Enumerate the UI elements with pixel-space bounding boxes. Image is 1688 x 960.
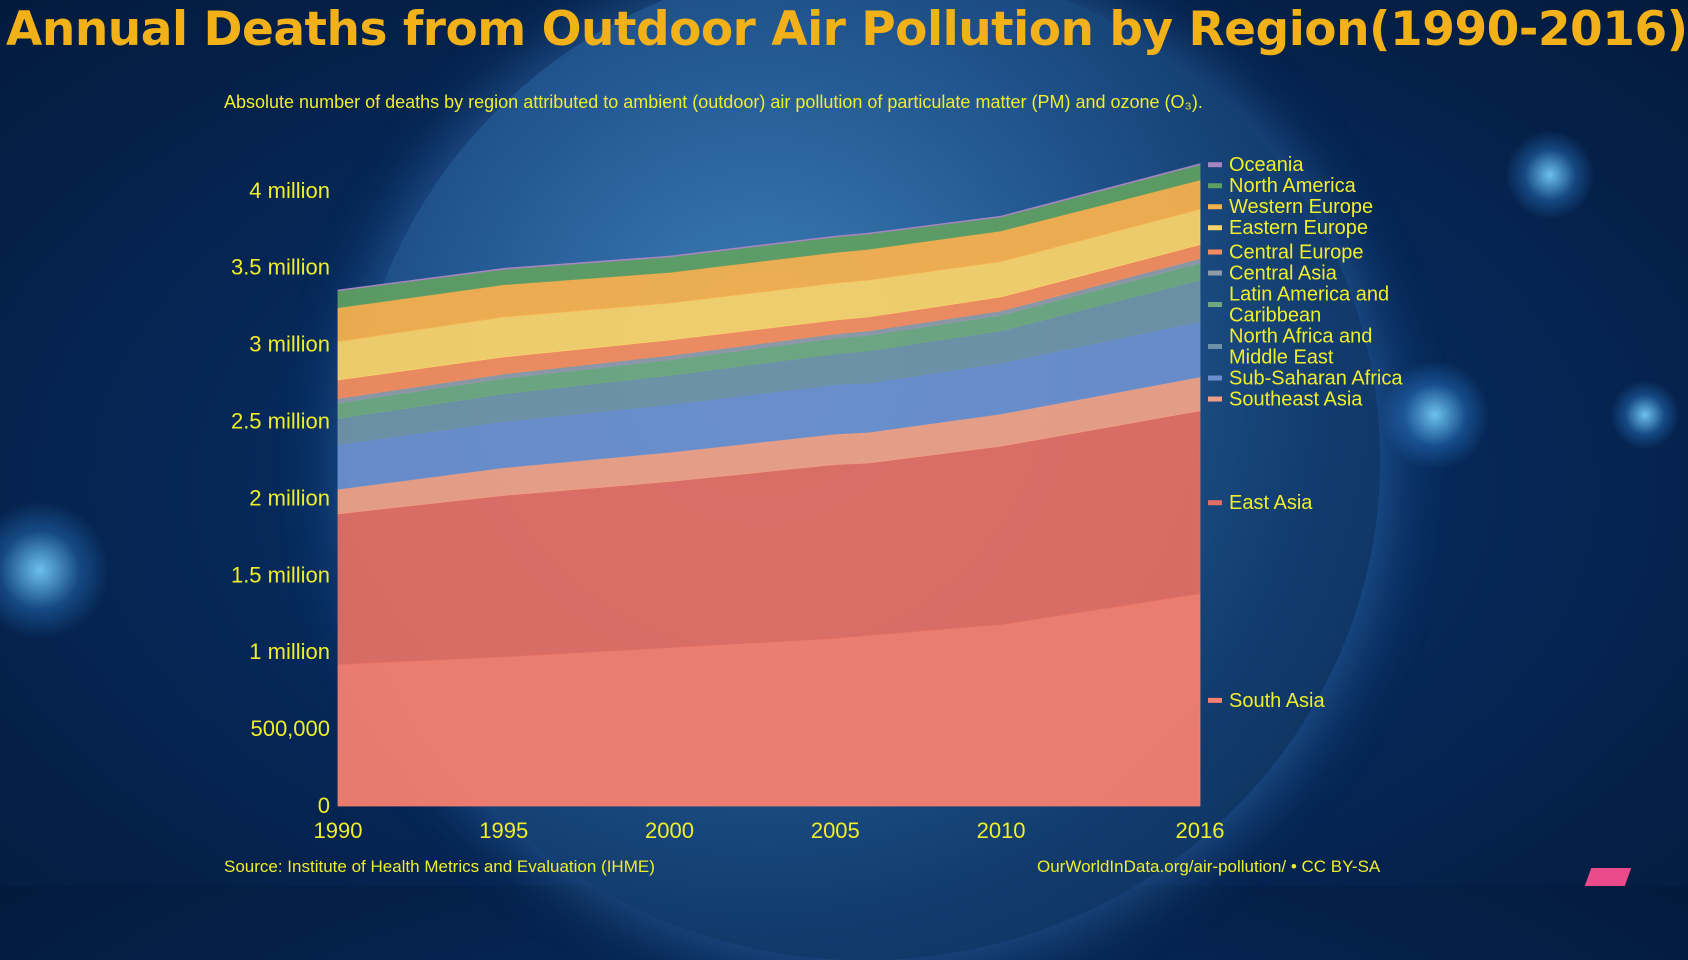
legend-label: Sub-Saharan Africa (1229, 368, 1403, 390)
glow-decoration (1505, 130, 1595, 220)
y-tick-label: 4 million (249, 178, 330, 203)
legend-label: Central Europe (1229, 242, 1364, 264)
legend-label: North Africa and (1229, 326, 1372, 348)
area-oceania (337, 163, 1201, 292)
legend-swatch (1208, 500, 1222, 506)
legend-label: East Asia (1229, 492, 1313, 514)
area-layers (337, 163, 1201, 807)
legend-swatch (1208, 344, 1222, 350)
y-axis: 0 500,000 1 million 1.5 million 2 million 2.5… (231, 178, 330, 818)
legend-label: Latin America and (1229, 284, 1389, 306)
legend-label: Southeast Asia (1229, 389, 1363, 411)
y-tick-label: 2.5 million (231, 408, 330, 433)
credit-note: OurWorldInData.org/air-pollution/ • CC B… (1037, 857, 1381, 876)
chart-title: Annual Deaths from Outdoor Air Pollution… (6, 2, 1688, 57)
x-tick-label: 1990 (314, 818, 363, 843)
y-tick-label: 1.5 million (231, 562, 330, 587)
y-tick-label: 3.5 million (231, 255, 330, 280)
y-tick-label: 3 million (249, 332, 330, 357)
legend-label: Central Asia (1229, 263, 1338, 285)
legend-swatch (1208, 697, 1222, 703)
chart-subtitle: Absolute number of deaths by region attr… (224, 92, 1203, 112)
legend-label: Middle East (1229, 347, 1334, 369)
legend-label: Western Europe (1229, 196, 1373, 218)
legend-swatch (1208, 302, 1222, 308)
y-tick-label: 0 (318, 793, 330, 818)
legend-swatch (1208, 204, 1222, 210)
legend-label: Eastern Europe (1229, 217, 1368, 239)
x-tick-label: 2010 (977, 818, 1026, 843)
legend-label: North America (1229, 175, 1357, 197)
source-note: Source: Institute of Health Metrics and … (224, 857, 655, 876)
stacked-area-chart: 0 500,000 1 million 1.5 million 2 million 2.5… (231, 154, 1403, 843)
legend-swatch (1208, 183, 1222, 189)
legend-swatch (1208, 270, 1222, 276)
x-tick-label: 2000 (645, 818, 694, 843)
y-tick-label: 1 million (249, 639, 330, 664)
legend-label: South Asia (1229, 690, 1326, 712)
legend-label: Oceania (1229, 154, 1304, 176)
x-tick-label: 2016 (1176, 818, 1225, 843)
x-axis: 1990 1995 2000 2005 2010 2016 (314, 818, 1225, 843)
legend-swatch (1208, 396, 1222, 402)
x-tick-label: 1995 (479, 818, 528, 843)
glow-decoration (0, 500, 110, 640)
x-tick-label: 2005 (811, 818, 860, 843)
legend-label: Caribbean (1229, 305, 1321, 327)
legend-swatch (1208, 375, 1222, 381)
legend-swatch (1208, 162, 1222, 168)
y-tick-label: 2 million (249, 485, 330, 510)
legend-swatch (1208, 225, 1222, 231)
legend-swatch (1208, 249, 1222, 255)
glow-decoration (1380, 360, 1490, 470)
y-tick-label: 500,000 (250, 716, 330, 741)
corner-decoration (1584, 868, 1632, 886)
glow-decoration (1610, 380, 1680, 450)
